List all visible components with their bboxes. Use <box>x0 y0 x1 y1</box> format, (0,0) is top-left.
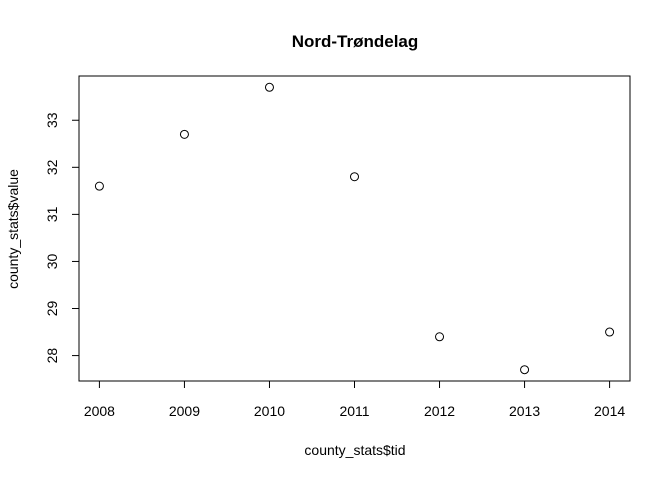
data-point <box>435 332 445 342</box>
x-tick-label: 2014 <box>594 403 625 419</box>
data-point <box>605 327 615 337</box>
x-tick-label: 2011 <box>339 403 369 419</box>
x-tick-label: 2008 <box>84 403 115 419</box>
x-axis-label: county_stats$tid <box>304 442 405 458</box>
y-tick-label: 31 <box>44 206 60 222</box>
data-point <box>350 172 359 182</box>
chart-title: Nord-Trøndelag <box>292 32 419 51</box>
y-tick-label: 30 <box>44 253 60 269</box>
x-tick-label: 2012 <box>424 403 455 419</box>
data-point <box>94 181 104 191</box>
y-tick-label: 28 <box>44 348 60 364</box>
y-axis: 28 29 30 31 32 33 <box>44 112 80 364</box>
x-tick-label: 2010 <box>254 403 285 419</box>
y-axis-label: county_stats$value <box>5 169 21 289</box>
x-tick-label: 2009 <box>169 403 200 419</box>
x-axis: 2008 2009 2010 2011 2012 2013 2014 <box>84 380 625 419</box>
y-tick-label: 33 <box>44 112 60 128</box>
data-point <box>179 129 189 139</box>
data-point <box>264 82 274 92</box>
x-tick-label: 2013 <box>509 403 540 419</box>
y-tick-label: 32 <box>44 159 60 175</box>
plot-frame <box>78 75 631 382</box>
y-tick-label: 29 <box>44 301 60 317</box>
data-points <box>94 82 615 375</box>
data-point <box>520 365 530 375</box>
